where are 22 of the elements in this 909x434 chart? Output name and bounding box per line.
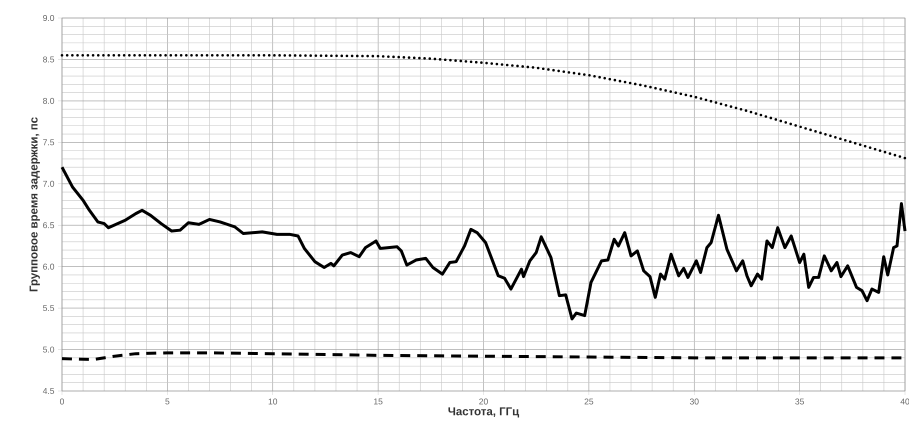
y-axis-title: Групповое время задержки, пс xyxy=(30,117,40,292)
x-tick-label: 35 xyxy=(795,398,804,405)
x-tick-label: 10 xyxy=(268,398,278,405)
x-axis-title: Частота, ГГц xyxy=(448,407,520,418)
x-tick-label: 0 xyxy=(60,398,64,405)
y-tick-label: 5.0 xyxy=(43,346,54,353)
x-tick-label: 5 xyxy=(165,398,170,404)
y-tick-label: 7.5 xyxy=(43,139,54,146)
x-tick-label: 20 xyxy=(479,398,488,405)
x-tick-label: 15 xyxy=(374,398,382,404)
x-tick-label: 40 xyxy=(900,398,909,405)
y-tick-label: 7.0 xyxy=(43,180,54,187)
y-tick-label: 4.5 xyxy=(42,388,54,394)
x-tick-label: 25 xyxy=(584,398,594,405)
y-tick-label: 8.0 xyxy=(43,98,54,104)
y-tick-label: 5.5 xyxy=(43,305,54,312)
y-tick-label: 6.5 xyxy=(43,222,54,228)
y-tick-label: 8.5 xyxy=(43,56,54,62)
x-tick-label: 30 xyxy=(690,398,699,405)
y-tick-label: 9.0 xyxy=(43,15,54,21)
line-series xyxy=(60,166,907,320)
y-tick-label: 6.0 xyxy=(43,264,54,270)
